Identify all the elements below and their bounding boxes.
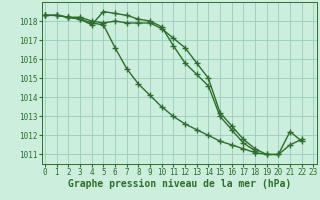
X-axis label: Graphe pression niveau de la mer (hPa): Graphe pression niveau de la mer (hPa): [68, 179, 291, 189]
